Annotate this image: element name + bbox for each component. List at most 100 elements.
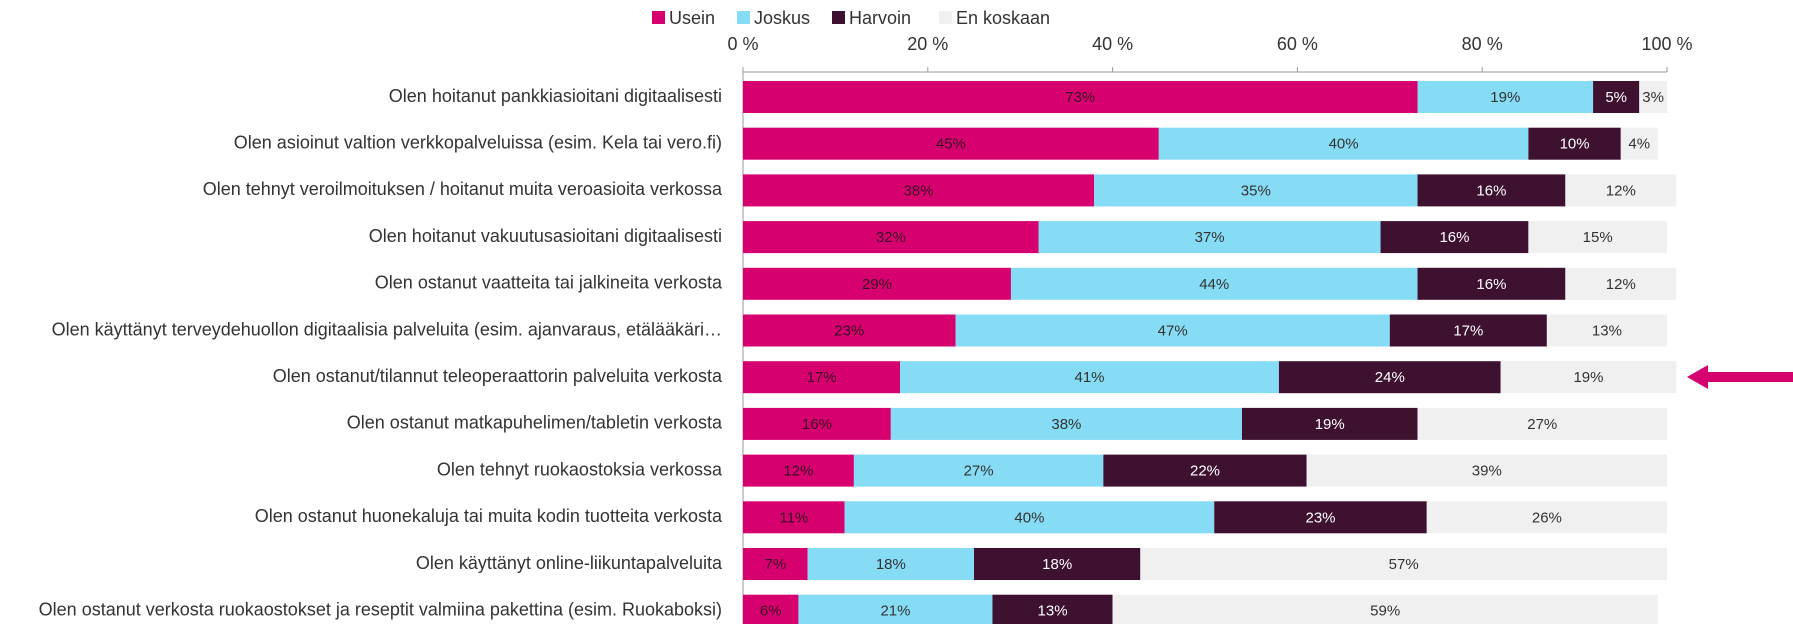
data-label: 73% (1065, 89, 1095, 106)
bar-segment (1528, 127, 1621, 160)
data-label: 23% (1305, 509, 1335, 526)
data-label: 16% (802, 416, 832, 433)
data-label: 12% (1606, 276, 1636, 293)
category-label: Olen asioinut valtion verkkopalveluissa … (234, 132, 722, 152)
bar-segment (1380, 221, 1529, 254)
bar-segment (1565, 267, 1677, 300)
bar-segment (743, 407, 891, 440)
bar-segment (743, 314, 956, 347)
bar-segment (992, 594, 1113, 624)
bar-segment (743, 127, 1159, 160)
bar-segment (900, 361, 1279, 394)
data-label: 59% (1370, 603, 1400, 620)
bar-segment (1565, 174, 1677, 207)
data-label: 18% (1042, 556, 1072, 573)
x-tick-label: 20 % (907, 34, 948, 54)
category-label: Olen ostanut huonekaluja tai muita kodin… (255, 506, 723, 526)
data-label: 40% (1014, 509, 1044, 526)
data-label: 24% (1375, 369, 1405, 386)
category-label: Olen käyttänyt terveydehuollon digitaali… (52, 319, 722, 339)
bar-segment (1140, 548, 1667, 580)
bar-segment (1417, 407, 1667, 440)
bar-segment (1417, 81, 1594, 113)
x-tick-label: 40 % (1092, 34, 1133, 54)
data-label: 45% (936, 136, 966, 153)
data-label: 12% (783, 463, 813, 480)
bar-segment (1103, 454, 1307, 487)
category-label: Olen ostanut vaatteita tai jalkineita ve… (375, 273, 723, 293)
bar-segment (743, 594, 799, 624)
bar-segment (1639, 81, 1667, 113)
data-label: 39% (1472, 463, 1502, 480)
bar-segment (1426, 501, 1667, 534)
bar-segment (743, 548, 808, 580)
data-label: 3% (1642, 89, 1664, 106)
legend-swatch (652, 11, 665, 24)
bar-segment (955, 314, 1390, 347)
data-label: 27% (1527, 416, 1557, 433)
bar-segment (743, 221, 1039, 254)
bar-segment (1620, 127, 1658, 160)
bar-segment (1094, 174, 1418, 207)
bar-segment (1389, 314, 1547, 347)
data-label: 16% (1439, 229, 1469, 246)
category-label: Olen ostanut/tilannut teleoperaattorin p… (273, 366, 723, 386)
data-label: 16% (1476, 276, 1506, 293)
bar-segment (1593, 81, 1640, 113)
data-label: 40% (1329, 136, 1359, 153)
data-label: 38% (1051, 416, 1081, 433)
data-label: 19% (1490, 89, 1520, 106)
data-label: 32% (876, 229, 906, 246)
bar-segment (1158, 127, 1529, 160)
bar-segment (1528, 221, 1667, 254)
bar-segment (798, 594, 993, 624)
x-tick-label: 60 % (1277, 34, 1318, 54)
bar-segment (743, 174, 1095, 207)
bar-segment (1417, 267, 1566, 300)
bar-segment (743, 81, 1418, 113)
bar-segment (1214, 501, 1427, 534)
bar-segment (1546, 314, 1667, 347)
legend-label: Joskus (754, 8, 810, 28)
legend-swatch (939, 11, 952, 24)
category-label: Olen hoitanut pankkiasioitani digitaalis… (389, 86, 722, 106)
data-label: 10% (1560, 136, 1590, 153)
data-label: 19% (1315, 416, 1345, 433)
bar-segment (853, 454, 1104, 487)
data-label: 47% (1158, 322, 1188, 339)
bar-segment (1500, 361, 1677, 394)
data-label: 26% (1532, 509, 1562, 526)
bar-segment (1112, 594, 1658, 624)
data-label: 22% (1190, 463, 1220, 480)
legend-label: En koskaan (956, 8, 1050, 28)
data-label: 37% (1195, 229, 1225, 246)
data-label: 18% (876, 556, 906, 573)
data-label: 35% (1241, 182, 1271, 199)
data-label: 16% (1476, 182, 1506, 199)
bar-segment (743, 361, 901, 394)
legend-label: Usein (669, 8, 715, 28)
category-label: Olen ostanut verkosta ruokaostokset ja r… (39, 599, 722, 619)
x-tick-label: 100 % (1641, 34, 1692, 54)
data-label: 21% (880, 603, 910, 620)
legend-label: Harvoin (849, 8, 911, 28)
data-label: 38% (904, 182, 934, 199)
bar-segment (1417, 174, 1566, 207)
highlight-arrow (1687, 365, 1793, 389)
data-label: 17% (807, 369, 837, 386)
bar-segment (1278, 361, 1501, 394)
category-label: Olen tehnyt ruokaostoksia verkossa (437, 459, 723, 479)
category-label: Olen hoitanut vakuutusasioitani digitaal… (369, 226, 722, 246)
data-label: 19% (1573, 369, 1603, 386)
bar-segment (807, 548, 974, 580)
bar-segment (844, 501, 1215, 534)
bar-segment (1241, 407, 1418, 440)
x-tick-label: 0 % (727, 34, 758, 54)
data-label: 13% (1038, 603, 1068, 620)
bar-segment (743, 454, 854, 487)
data-label: 41% (1074, 369, 1104, 386)
data-label: 27% (964, 463, 994, 480)
x-tick-label: 80 % (1462, 34, 1503, 54)
